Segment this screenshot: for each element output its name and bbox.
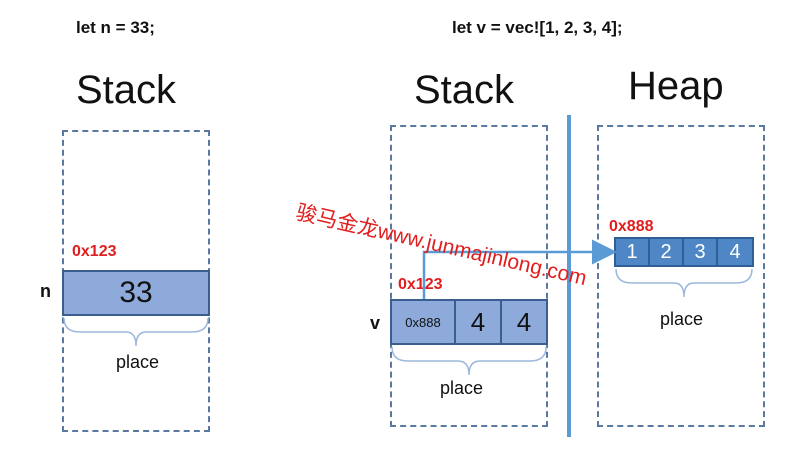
heap-cell-4: 4 <box>716 237 754 267</box>
vec-pointer-cell: 0x888 <box>390 299 456 345</box>
var-n-label: n <box>40 281 51 301</box>
code-let-v: let v = vec![1, 2, 3, 4]; <box>452 18 623 37</box>
heap-cell-2: 2 <box>648 237 684 267</box>
right-stack-title: Stack <box>414 68 515 112</box>
right-stack-region <box>390 125 548 427</box>
heap-place-brace <box>615 268 753 298</box>
vec-capacity-cell: 4 <box>500 299 548 345</box>
heap-title: Heap <box>628 64 724 108</box>
left-stack-address: 0x123 <box>72 243 117 260</box>
right-stack-place-label: place <box>440 378 484 398</box>
heap-place-label: place <box>660 309 704 329</box>
left-place-label: place <box>116 352 160 372</box>
right-stack-address: 0x123 <box>398 276 443 293</box>
heap-region <box>597 125 765 427</box>
right-stack-place-brace <box>391 346 547 376</box>
code-let-n: let n = 33; <box>76 18 155 37</box>
heap-cell-3: 3 <box>682 237 718 267</box>
pointer-arrow <box>422 239 617 299</box>
left-place-brace <box>63 317 209 347</box>
left-stack-title: Stack <box>76 68 177 112</box>
heap-address: 0x888 <box>609 218 654 235</box>
value-cell-n: 33 <box>62 270 210 316</box>
var-v-label: v <box>370 313 381 333</box>
